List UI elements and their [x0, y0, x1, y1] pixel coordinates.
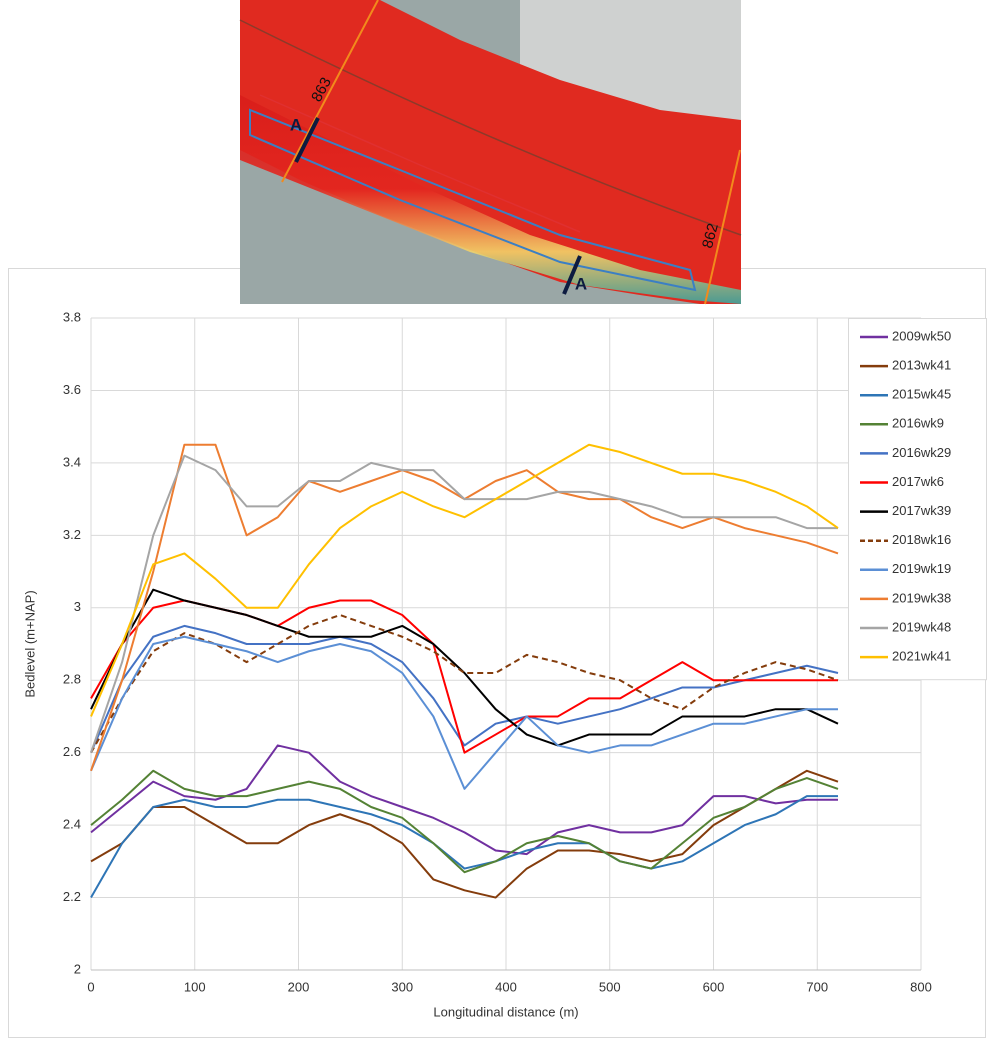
legend-label: 2017wk39 — [892, 503, 951, 518]
chart-frame — [9, 269, 986, 1038]
y-tick-label: 3 — [74, 599, 81, 614]
legend-label: 2021wk41 — [892, 649, 951, 664]
x-tick-label: 600 — [703, 979, 725, 994]
x-tick-label: 300 — [391, 979, 413, 994]
legend-label: 2016wk9 — [892, 416, 944, 431]
x-tick-label: 100 — [184, 979, 206, 994]
legend-label: 2013wk41 — [892, 358, 951, 373]
x-tick-label: 0 — [87, 979, 94, 994]
y-tick-label: 2.4 — [63, 817, 81, 832]
page: 2 2.2 2.4 2.6 2.8 3 3.2 3.4 3.6 3.8 0 100 200 300 400 5… — [0, 0, 987, 1039]
y-tick-label: 2.6 — [63, 744, 81, 759]
x-tick-label: 800 — [910, 979, 932, 994]
legend-label: 2016wk29 — [892, 445, 951, 460]
map: 863 862 A A — [240, 0, 741, 304]
y-tick-label: 2.8 — [63, 672, 81, 687]
legend-label: 2019wk48 — [892, 619, 951, 634]
x-tick-label: 200 — [288, 979, 310, 994]
y-tick-label: 2.2 — [63, 889, 81, 904]
x-tick-label: 500 — [599, 979, 621, 994]
map-arrow-label: A — [575, 274, 587, 293]
x-tick-label: 400 — [495, 979, 517, 994]
legend-label: 2018wk16 — [892, 532, 951, 547]
legend-label: 2015wk45 — [892, 387, 951, 402]
legend-label: 2019wk19 — [892, 561, 951, 576]
x-tick-label: 700 — [806, 979, 828, 994]
y-tick-label: 3.2 — [63, 527, 81, 542]
y-tick-label: 3.6 — [63, 382, 81, 397]
x-axis-title: Longitudinal distance (m) — [433, 1004, 578, 1019]
map-arrow-label: A — [290, 115, 302, 134]
y-tick-label: 3.8 — [63, 309, 81, 324]
legend-label: 2009wk50 — [892, 328, 951, 343]
y-tick-label: 3.4 — [63, 454, 81, 469]
legend-label: 2017wk6 — [892, 474, 944, 489]
y-axis-title: Bedlevel (m+NAP) — [22, 590, 37, 697]
y-tick-label: 2 — [74, 961, 81, 976]
legend-label: 2019wk38 — [892, 590, 951, 605]
